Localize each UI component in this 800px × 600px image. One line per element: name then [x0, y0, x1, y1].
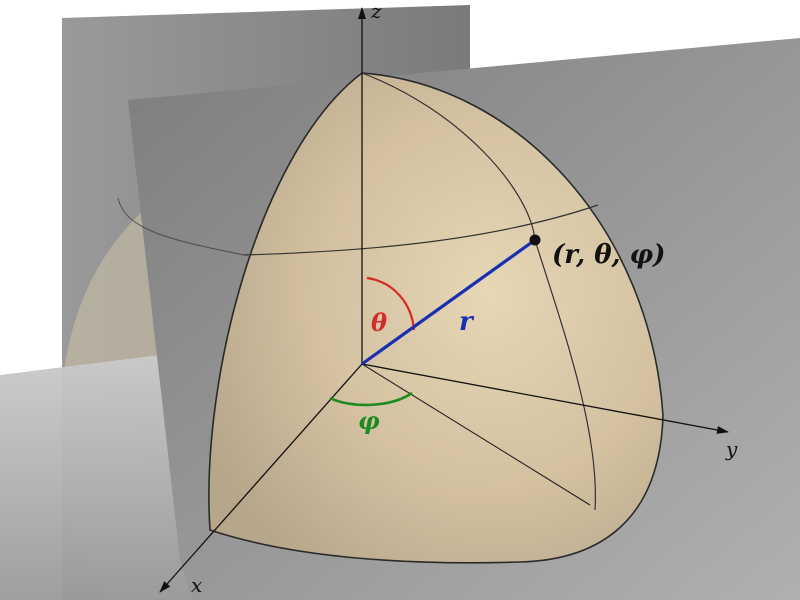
x-axis — [159, 363, 363, 593]
point-marker — [529, 234, 541, 246]
theta-arc — [366, 276, 416, 331]
z-axis-label: z — [370, 0, 382, 23]
y-axis-label: y — [725, 437, 738, 461]
latitude-circle — [243, 204, 599, 256]
sphere-octant — [208, 72, 664, 564]
phi-label: φ — [358, 406, 380, 435]
radius-line — [361, 238, 536, 366]
x-axis-label: x — [191, 573, 202, 597]
radius-label: r — [459, 307, 475, 337]
y-axis — [361, 363, 729, 434]
theta-label: θ — [371, 308, 387, 337]
point-label: (r, θ, φ) — [552, 240, 665, 270]
latitude-circle-back — [117, 197, 245, 256]
projection-line — [361, 363, 591, 506]
phi-arc — [329, 391, 413, 407]
